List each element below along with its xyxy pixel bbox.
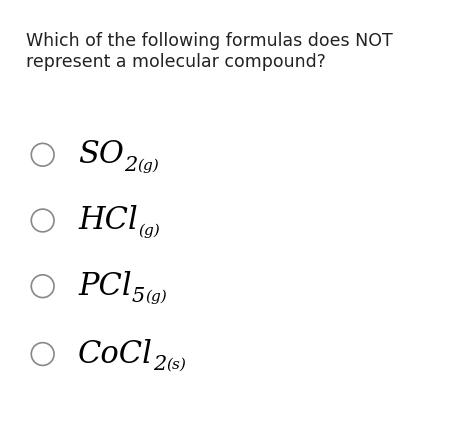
Text: CoCl: CoCl (78, 338, 153, 370)
Text: (g): (g) (138, 224, 160, 238)
Text: (s): (s) (166, 357, 186, 372)
Text: 2: 2 (124, 156, 137, 175)
Text: HCl: HCl (78, 205, 138, 236)
Text: PCl: PCl (78, 271, 132, 302)
Text: 5: 5 (132, 287, 145, 306)
Text: (g): (g) (137, 158, 159, 173)
Text: (g): (g) (145, 290, 167, 304)
Text: SO: SO (78, 139, 124, 170)
Text: Which of the following formulas does NOT: Which of the following formulas does NOT (26, 32, 393, 50)
Text: represent a molecular compound?: represent a molecular compound? (26, 53, 326, 71)
Text: 2: 2 (153, 355, 166, 374)
